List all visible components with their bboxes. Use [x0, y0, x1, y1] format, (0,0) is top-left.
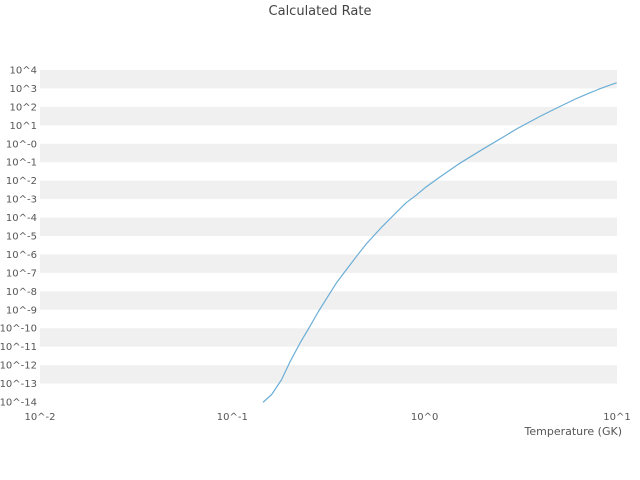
chart-title: Calculated Rate	[268, 4, 372, 19]
y-tick-label: 10^-4	[6, 213, 37, 224]
y-tick-label: 10^-10	[0, 324, 37, 335]
plot-band	[40, 217, 617, 236]
y-tick-label: 10^-9	[6, 305, 37, 316]
plot-band	[40, 180, 617, 200]
plot-band	[40, 143, 617, 163]
x-tick-label: 10^-2	[24, 412, 55, 423]
x-tick-label: 10^1	[603, 412, 630, 423]
y-tick-label: 10^-14	[0, 398, 37, 409]
y-tick-label: 10^1	[10, 121, 37, 132]
y-tick-label: 10^-7	[6, 268, 37, 279]
x-tick-label: 10^0	[411, 412, 438, 423]
y-tick-label: 10^-6	[6, 250, 37, 261]
x-tick-label: 10^-1	[217, 412, 248, 423]
y-tick-label: 10^-13	[0, 379, 37, 390]
y-tick-label: 10^-3	[6, 195, 37, 206]
y-tick-label: 10^-1	[6, 158, 37, 169]
y-tick-label: 10^2	[10, 102, 37, 113]
plot-band	[40, 254, 617, 273]
plot-band	[40, 328, 617, 347]
rate-curve	[262, 82, 617, 403]
plot-band	[40, 70, 617, 89]
y-tick-label: 10^-2	[6, 176, 37, 187]
y-tick-label: 10^-12	[0, 361, 37, 372]
y-tick-label: 10^4	[10, 66, 37, 77]
x-axis-label: Temperature (GK)	[524, 425, 623, 438]
plot-band	[40, 365, 617, 384]
y-tick-label: 10^-8	[6, 287, 37, 298]
y-tick-label: 10^-11	[0, 342, 37, 353]
y-tick-label: 10^-5	[6, 232, 37, 243]
y-tick-label: 10^-0	[6, 139, 37, 150]
plot-band	[40, 291, 617, 310]
plot-band	[40, 106, 617, 126]
y-tick-label: 10^3	[10, 84, 37, 95]
